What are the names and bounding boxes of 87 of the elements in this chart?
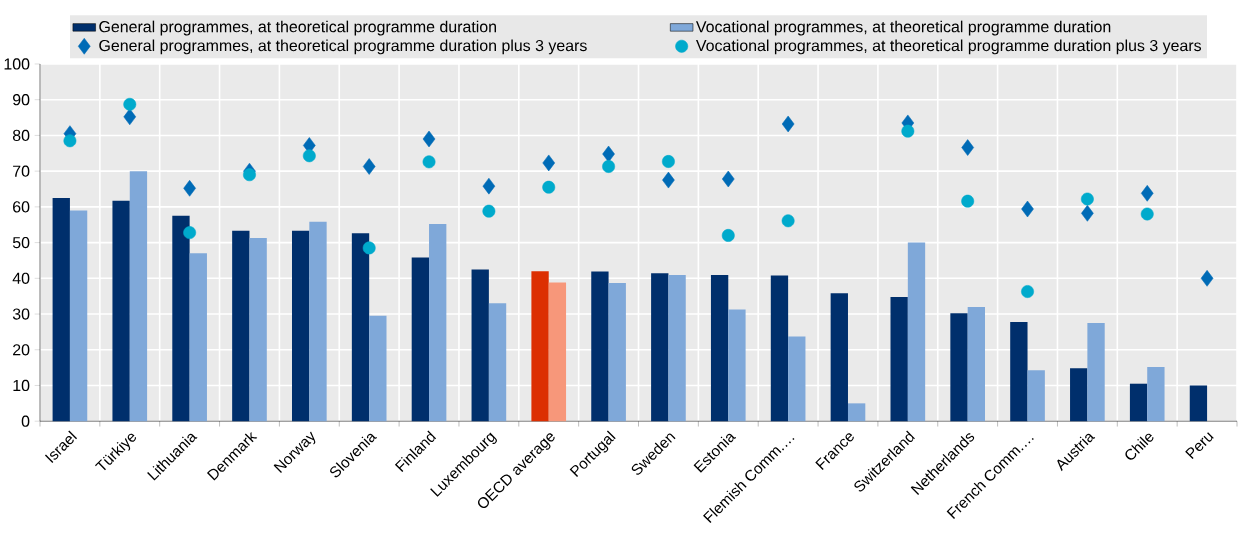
bar [1147,366,1165,422]
bar [309,221,327,422]
point [542,154,555,172]
point [602,160,615,173]
point [482,204,496,218]
point [602,145,615,163]
bar [608,283,626,422]
bar [411,257,430,422]
point [422,155,436,169]
point [721,229,735,242]
point [362,158,376,175]
bar [1010,321,1028,422]
bar [1087,323,1105,422]
bar [907,242,926,422]
bar [728,309,746,422]
point [302,149,316,163]
bar [292,230,310,422]
y-tick-label: 80 [12,129,30,142]
point [722,170,735,188]
bar [172,215,190,422]
y-tick-label: 20 [13,344,30,356]
point [243,168,256,182]
point [1081,205,1094,222]
point [1021,285,1034,299]
bar [788,336,806,422]
legend-label: Vocational programmes, at theoretical programme duration plus 3 years [695,39,1202,55]
bar [1129,383,1148,422]
bar [369,315,387,422]
bar [69,210,88,422]
bar [847,403,866,422]
bar [1027,370,1045,422]
y-tick-label: 40 [12,272,30,285]
bar [112,200,130,422]
bar [950,313,968,422]
y-tick-label: 30 [12,308,30,320]
bar [52,198,70,422]
bar [1189,385,1208,422]
bar [890,296,908,422]
bar [429,224,447,422]
point [362,241,376,255]
bar [770,275,789,422]
bar [249,238,267,422]
point [1080,192,1094,206]
point [542,180,556,194]
legend-label: Vocational programmes, at theoretical programme duration [695,20,1111,36]
legend-label: General programmes, at theoretical programme duration [99,20,496,36]
point [1200,270,1214,287]
y-tick-label: 60 [13,201,30,213]
point [662,155,675,168]
bar [830,293,848,422]
bar [668,275,686,422]
point [781,115,795,133]
y-tick-label: 90 [13,94,30,106]
bar [129,171,148,422]
bar [189,253,207,422]
legend-label: General programmes, at theoretical programme duration plus 3 years [99,39,587,55]
bar [967,306,986,422]
point [1140,207,1154,221]
bar [471,269,489,422]
point [1140,185,1154,202]
y-tick-label: 50 [12,237,30,249]
bar [1070,368,1088,422]
point [123,108,137,126]
bar [548,282,567,422]
point [183,180,196,197]
point [961,139,974,156]
bar [651,273,669,422]
bar [591,271,609,422]
y-tick-label: 10 [13,379,30,392]
bar [232,230,250,422]
point [662,171,675,189]
point [422,130,436,148]
point [1021,200,1034,218]
point [183,226,197,240]
point [63,134,77,148]
y-tick-label: 70 [13,165,30,177]
y-tick-label: 0 [21,415,30,427]
bar [488,303,507,422]
point [123,98,137,111]
bar [710,275,729,422]
point [901,124,915,138]
point [482,177,496,195]
y-tick-label: 100 [4,58,30,70]
point [781,214,795,228]
point [961,194,975,208]
bar [351,233,370,422]
bar [531,271,549,422]
